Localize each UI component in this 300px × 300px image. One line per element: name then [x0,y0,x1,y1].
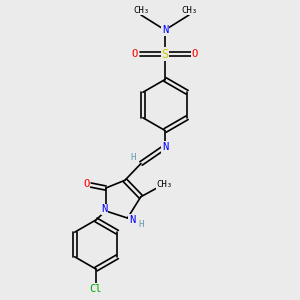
Text: N: N [129,214,135,224]
Text: H: H [130,153,135,162]
Text: N: N [162,142,168,152]
Text: N: N [162,25,168,35]
Text: O: O [83,178,89,188]
Text: N: N [101,205,107,214]
Text: O: O [192,49,198,59]
Text: CH₃: CH₃ [157,180,173,189]
Text: CH₃: CH₃ [133,6,149,15]
Text: CH₃: CH₃ [181,6,197,15]
Text: O: O [132,49,138,59]
Text: Cl: Cl [90,284,102,294]
Text: S: S [161,47,169,61]
Text: H: H [138,220,144,229]
